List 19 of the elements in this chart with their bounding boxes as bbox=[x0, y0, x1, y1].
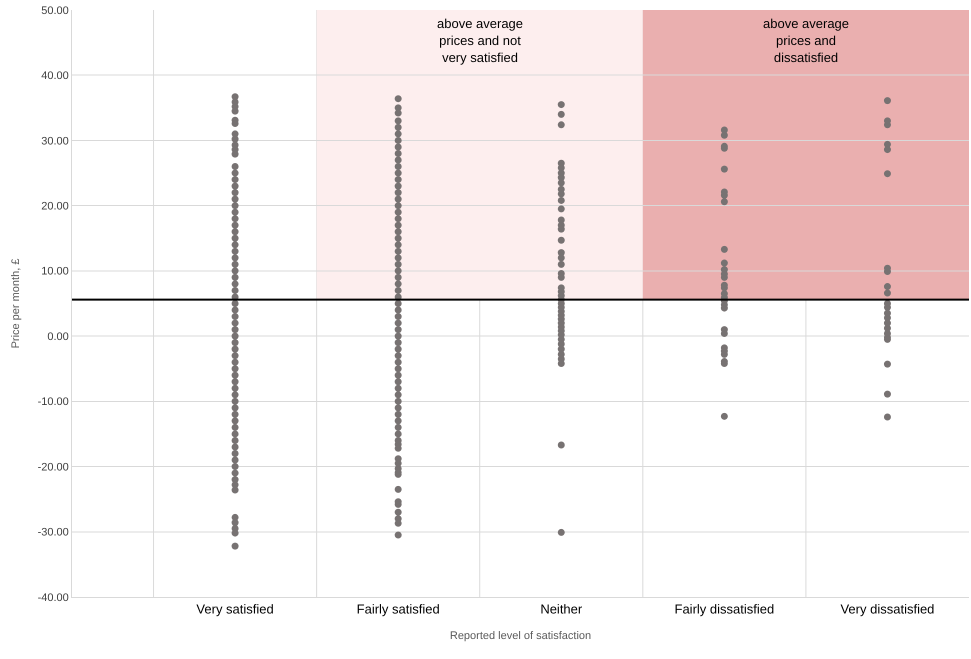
band-label: above average prices and dissatisfied bbox=[763, 16, 850, 65]
y-tick-label: 20.00 bbox=[41, 200, 69, 213]
y-tick-label: 10.00 bbox=[41, 266, 69, 278]
y-tick-label: -10.00 bbox=[38, 396, 69, 408]
x-axis-title: Reported level of satisfaction bbox=[450, 630, 592, 642]
y-tick-label: -40.00 bbox=[38, 592, 69, 604]
y-tick-label: 50.00 bbox=[41, 4, 69, 17]
x-tick-label: Fairly satisfied bbox=[356, 602, 440, 617]
y-tick-label: 0.00 bbox=[47, 330, 69, 343]
y-tick-label: -30.00 bbox=[38, 526, 69, 539]
x-tick-label: Neither bbox=[540, 602, 583, 617]
y-tick-label: 40.00 bbox=[41, 70, 69, 82]
x-tick-label: Very satisfied bbox=[196, 602, 274, 617]
y-tick-label: -20.00 bbox=[38, 461, 69, 474]
x-tick-label: Fairly dissatisfied bbox=[674, 602, 774, 617]
y-axis-title: Price per month, £ bbox=[10, 258, 22, 348]
y-tick-label: 30.00 bbox=[41, 135, 69, 148]
band-label: above average prices and not very satisfied bbox=[437, 16, 524, 65]
x-tick-label: Very dissatisfied bbox=[840, 602, 934, 617]
